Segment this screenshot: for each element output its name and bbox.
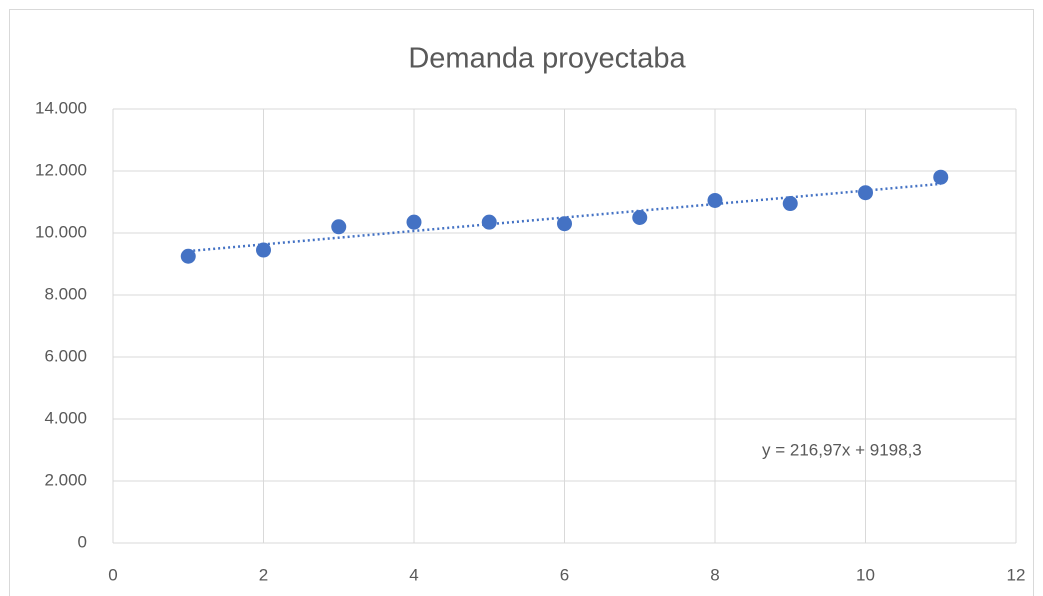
data-point: [331, 219, 347, 235]
trendline: [188, 182, 941, 253]
y-tick-label: 14.000: [35, 98, 87, 117]
data-point: [858, 185, 873, 201]
data-point: [481, 214, 497, 230]
y-tick-label: 12.000: [35, 160, 87, 179]
data-point: [256, 242, 271, 258]
x-tick-label: 6: [560, 565, 569, 584]
x-tick-label: 2: [259, 565, 268, 584]
x-tick-label: 12: [1007, 565, 1026, 584]
y-tick-label: 10.000: [35, 222, 87, 241]
data-point: [632, 210, 648, 225]
x-tick-label: 0: [108, 565, 117, 584]
y-tick-label: 8.000: [44, 284, 87, 303]
data-point: [406, 214, 422, 230]
y-tick-label: 6.000: [44, 346, 87, 365]
trendline-equation: y = 216,97x + 9198,3: [762, 440, 922, 459]
chart-title: Demanda proyectaba: [408, 43, 686, 75]
data-point: [782, 196, 798, 212]
x-tick-label: 10: [856, 565, 875, 584]
y-tick-label: 4.000: [44, 408, 87, 427]
x-tick-label: 8: [710, 565, 719, 584]
y-tick-label: 0: [78, 532, 87, 551]
data-point: [557, 216, 572, 232]
chart-border: [9, 9, 1034, 596]
data-point: [707, 192, 723, 208]
data-point: [180, 248, 196, 264]
x-tick-label: 4: [409, 565, 418, 584]
y-tick-label: 2.000: [44, 470, 87, 489]
data-point: [933, 169, 949, 185]
